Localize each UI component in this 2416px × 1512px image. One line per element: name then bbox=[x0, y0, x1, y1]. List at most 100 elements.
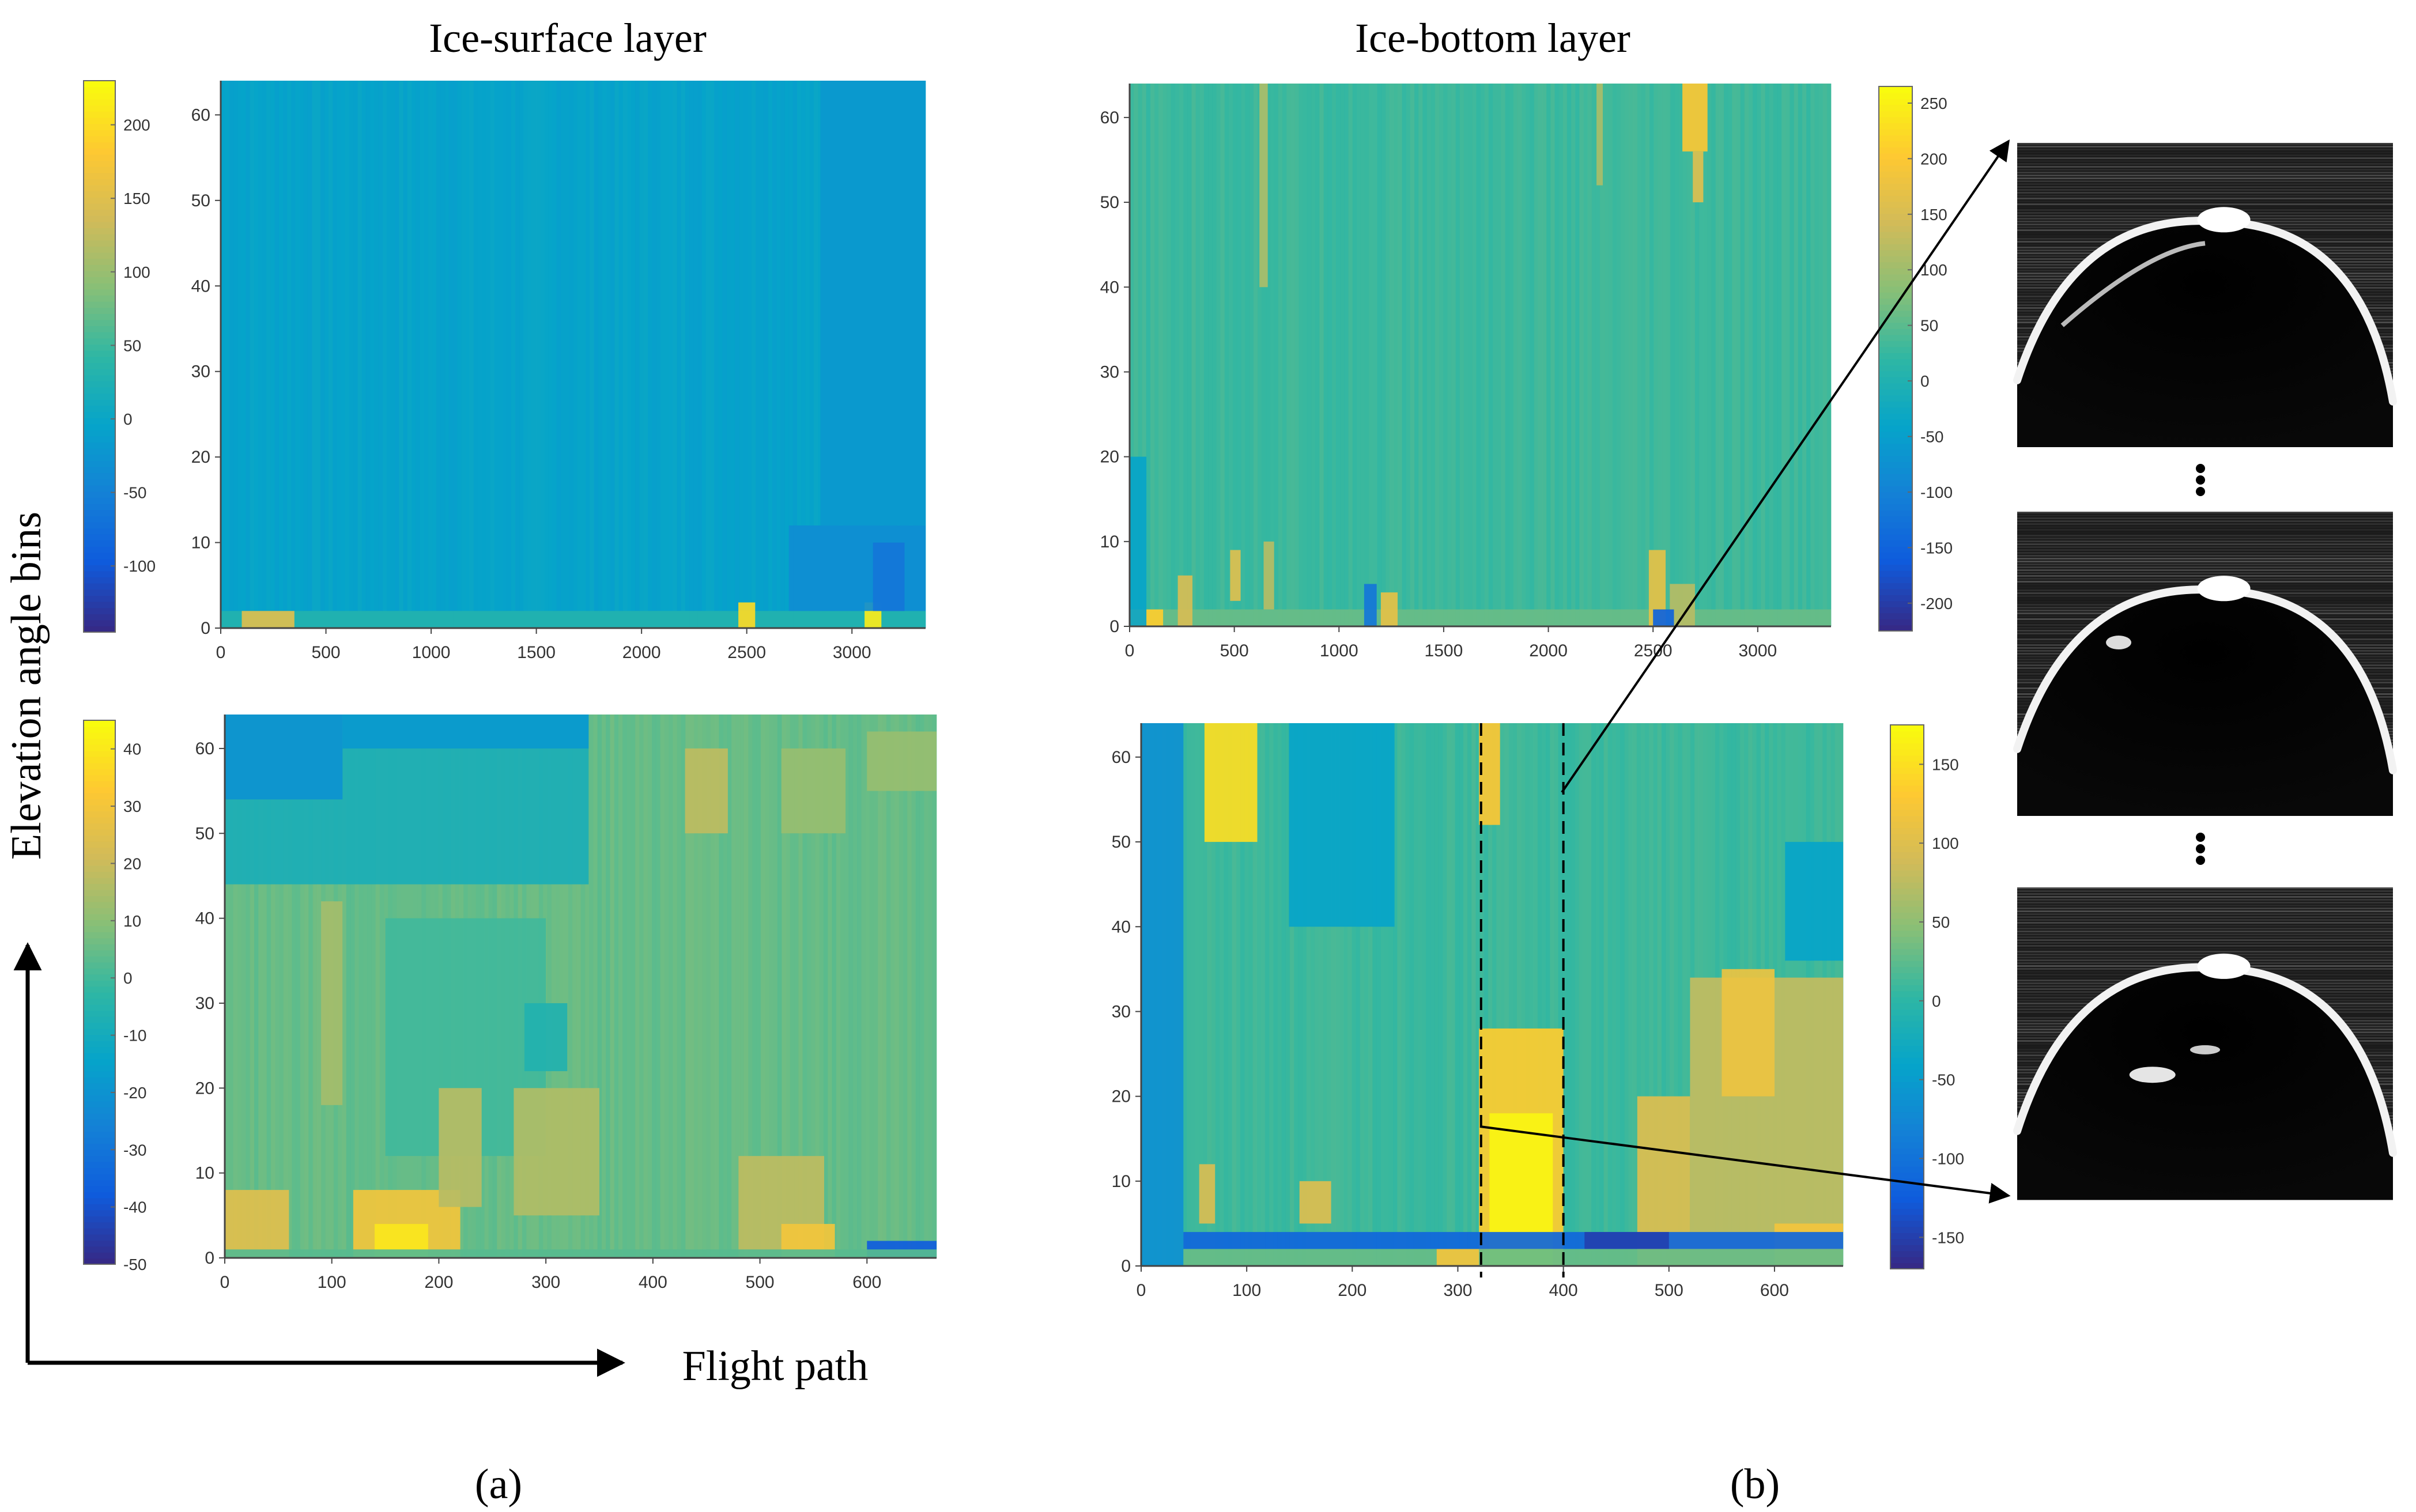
heatmap-cell-region bbox=[738, 602, 756, 628]
colorbar-segment bbox=[1890, 821, 1924, 829]
colorbar-segment bbox=[84, 1107, 115, 1114]
heatmap-cell-region bbox=[1183, 1232, 1843, 1249]
colorbar-segment bbox=[84, 980, 115, 987]
heatmap-texture-stripe bbox=[673, 81, 677, 628]
colorbar-segment bbox=[1890, 906, 1924, 913]
heatmap-texture-stripe bbox=[254, 715, 259, 1258]
colorbar-tick-label: -100 bbox=[1932, 1150, 1964, 1167]
colorbar-segment bbox=[1890, 1124, 1924, 1131]
colorbar-segment bbox=[1890, 1039, 1924, 1046]
colorbar-segment bbox=[1890, 961, 1924, 967]
colorbar-segment bbox=[84, 546, 115, 553]
heatmap-texture-stripe bbox=[367, 715, 372, 1258]
x-tick-label: 1000 bbox=[1320, 641, 1358, 660]
colorbar-tick-label: 20 bbox=[123, 855, 141, 872]
heatmap-texture-stripe bbox=[1665, 723, 1670, 1266]
colorbar-segment bbox=[84, 1022, 115, 1029]
heatmap-texture-stripe bbox=[547, 715, 552, 1258]
heatmap-texture-stripe bbox=[1690, 84, 1696, 626]
heatmap-texture-stripe bbox=[1447, 84, 1452, 626]
colorbar-segment bbox=[84, 992, 115, 999]
heatmap-texture-stripe bbox=[890, 715, 895, 1258]
heatmap-texture-stripe bbox=[341, 81, 346, 628]
colorbar-tick-label: -30 bbox=[123, 1141, 146, 1159]
heatmap-texture-stripe bbox=[452, 81, 458, 628]
radargram-scanline bbox=[2017, 512, 2393, 513]
colorbar-segment bbox=[1890, 803, 1924, 810]
heatmap-texture-stripe bbox=[622, 715, 627, 1258]
x-tick-label: 600 bbox=[1760, 1281, 1789, 1300]
colorbar-segment bbox=[1890, 948, 1924, 955]
colorbar-segment bbox=[1890, 1081, 1924, 1088]
heatmap-texture-stripe bbox=[337, 81, 342, 628]
heatmap-texture-stripe bbox=[560, 81, 565, 628]
heatmap-texture-stripe bbox=[614, 715, 619, 1258]
colorbar-segment bbox=[1879, 395, 1912, 402]
heatmap-texture-stripe bbox=[777, 715, 782, 1258]
heatmap-texture-stripe bbox=[1488, 723, 1493, 1266]
ellipsis-dots-upper bbox=[2196, 464, 2205, 496]
heatmap-texture-stripe bbox=[363, 715, 368, 1258]
y-tick-label: 40 bbox=[1100, 278, 1119, 297]
colorbar-segment bbox=[84, 381, 115, 388]
colorbar-segment bbox=[1890, 918, 1924, 925]
colorbar-segment bbox=[84, 154, 115, 161]
heatmap-texture-stripe bbox=[1384, 723, 1390, 1266]
heatmap-texture-stripe bbox=[1472, 84, 1477, 626]
heatmap-texture-stripe bbox=[1723, 84, 1728, 626]
heatmap-texture-stripe bbox=[329, 81, 333, 628]
colorbar-segment bbox=[1879, 540, 1912, 547]
heatmap-texture-stripe bbox=[1608, 84, 1613, 626]
heatmap-texture-stripe bbox=[295, 81, 300, 628]
colorbar-segment bbox=[84, 901, 115, 908]
colorbar-segment bbox=[1879, 128, 1912, 135]
colorbar-segment bbox=[1879, 310, 1912, 317]
colorbar-segment bbox=[1879, 425, 1912, 432]
radargram-scanline bbox=[2017, 546, 2393, 548]
colorbar-segment bbox=[84, 853, 115, 860]
heatmap-texture-stripe bbox=[765, 715, 769, 1258]
colorbar-segment bbox=[1879, 346, 1912, 353]
colorbar-segment bbox=[84, 1234, 115, 1241]
heatmap-texture-stripe bbox=[1542, 723, 1546, 1266]
heatmap-texture-stripe bbox=[718, 81, 723, 628]
heatmap-texture-stripe bbox=[1134, 84, 1138, 626]
heatmap-texture-stripe bbox=[919, 715, 924, 1258]
heatmap-texture-stripe bbox=[773, 715, 778, 1258]
heatmap-texture-stripe bbox=[1319, 723, 1323, 1266]
heatmap-texture-stripe bbox=[677, 81, 682, 628]
colorbar-segment bbox=[1879, 613, 1912, 619]
heatmap-texture-stripe bbox=[1455, 84, 1460, 626]
colorbar-segment bbox=[1879, 377, 1912, 384]
radargram-scanline bbox=[2017, 172, 2393, 173]
heatmap-texture-stripe bbox=[1637, 84, 1642, 626]
heatmap-texture-stripe bbox=[828, 715, 832, 1258]
heatmap-texture-stripe bbox=[1285, 723, 1290, 1266]
colorbar-segment bbox=[84, 1004, 115, 1011]
heatmap-texture-stripe bbox=[262, 81, 267, 628]
colorbar-segment bbox=[84, 1034, 115, 1041]
colorbar-segment bbox=[84, 246, 115, 253]
radargram-apex-highlight bbox=[2197, 576, 2251, 602]
colorbar-segment bbox=[84, 726, 115, 733]
colorbar-segment bbox=[1890, 991, 1924, 997]
heatmap-texture-stripe bbox=[697, 715, 703, 1258]
radargram-scanline bbox=[2017, 201, 2393, 202]
x-tick-label: 100 bbox=[1232, 1281, 1261, 1300]
heatmap-texture-stripe bbox=[1211, 723, 1216, 1266]
colorbar-segment bbox=[1890, 1184, 1924, 1191]
colorbar-segment bbox=[1879, 104, 1912, 111]
colorbar-segment bbox=[1890, 1003, 1924, 1010]
colorbar-segment bbox=[1879, 546, 1912, 553]
colorbar-segment bbox=[84, 920, 115, 927]
heatmap-texture-stripe bbox=[300, 715, 305, 1258]
heatmap-texture-stripe bbox=[693, 81, 698, 628]
heatmap-texture-stripe bbox=[1323, 84, 1328, 626]
heatmap-texture-stripe bbox=[411, 81, 416, 628]
heatmap-texture-stripe bbox=[1508, 723, 1513, 1266]
heatmap-texture-stripe bbox=[1818, 84, 1824, 626]
heatmap-texture-stripe bbox=[1562, 723, 1567, 1266]
heatmap-cell-region bbox=[788, 525, 926, 611]
heatmap-texture-stripe bbox=[1266, 84, 1270, 626]
colorbar-segment bbox=[84, 877, 115, 884]
